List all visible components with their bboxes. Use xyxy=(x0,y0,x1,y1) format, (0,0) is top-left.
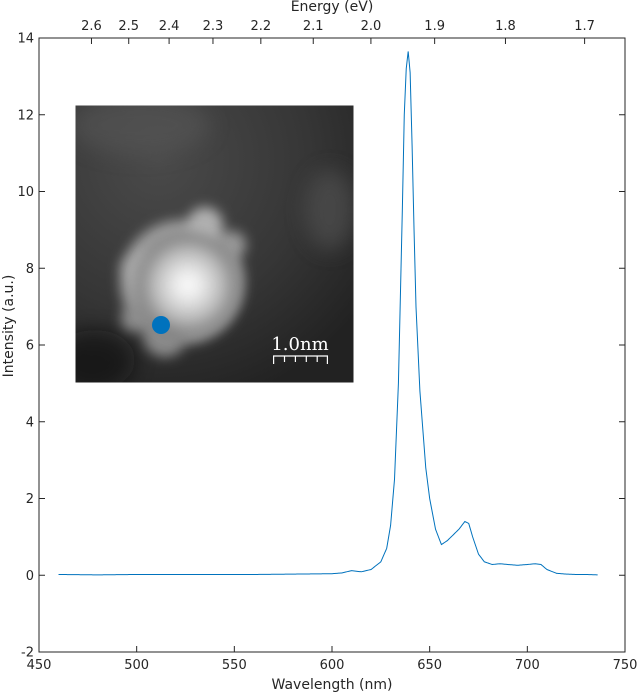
x-tick-label: 650 xyxy=(417,658,442,673)
spectrum-line xyxy=(58,51,598,576)
x2-tick-label: 2.2 xyxy=(250,19,271,34)
x2-tick-label: 1.8 xyxy=(495,19,516,34)
scale-bar-label: 1.0nm xyxy=(271,334,328,355)
y-tick-label: 12 xyxy=(17,108,34,123)
x2-tick-label: 2.6 xyxy=(81,19,102,34)
y-tick-label: 6 xyxy=(26,339,34,354)
y-tick-label: 10 xyxy=(17,185,34,200)
x-tick-label: 600 xyxy=(320,658,345,673)
x2-tick-label: 1.9 xyxy=(424,19,445,34)
x-axis-title: Wavelength (nm) xyxy=(272,677,393,693)
x2-axis-title: Energy (eV) xyxy=(291,0,374,15)
x-tick-label: 750 xyxy=(613,658,637,673)
x2-tick-label: 2.3 xyxy=(203,19,224,34)
x-tick-label: 700 xyxy=(515,658,540,673)
y-axis-ticks: -2 0 2 4 6 8 10 12 14 xyxy=(17,32,625,661)
inset-image xyxy=(75,105,354,383)
y-tick-label: 4 xyxy=(26,415,34,430)
x2-tick-label: 2.5 xyxy=(118,19,139,34)
x2-axis-ticks: 2.6 2.5 2.4 2.3 2.2 2.1 2.0 1.9 1.8 1.7 xyxy=(81,19,595,44)
scale-bar: 1.0nm xyxy=(271,334,329,364)
x-tick-label: 450 xyxy=(27,658,52,673)
x-axis-ticks: 450 500 550 600 650 700 750 xyxy=(27,646,637,673)
y-tick-label: 8 xyxy=(26,262,34,277)
x-tick-label: 550 xyxy=(222,658,247,673)
x-tick-label: 500 xyxy=(124,658,149,673)
tip-position-marker xyxy=(152,316,170,334)
y-tick-label: -2 xyxy=(21,646,34,661)
y-tick-label: 2 xyxy=(26,492,34,507)
x2-tick-label: 1.7 xyxy=(574,19,595,34)
x2-tick-label: 2.0 xyxy=(361,19,382,34)
y-tick-label: 0 xyxy=(26,569,34,584)
x2-tick-label: 2.4 xyxy=(159,19,180,34)
y-tick-label: 14 xyxy=(17,32,34,47)
x2-tick-label: 2.1 xyxy=(303,19,324,34)
y-axis-title: Intensity (a.u.) xyxy=(1,275,17,378)
